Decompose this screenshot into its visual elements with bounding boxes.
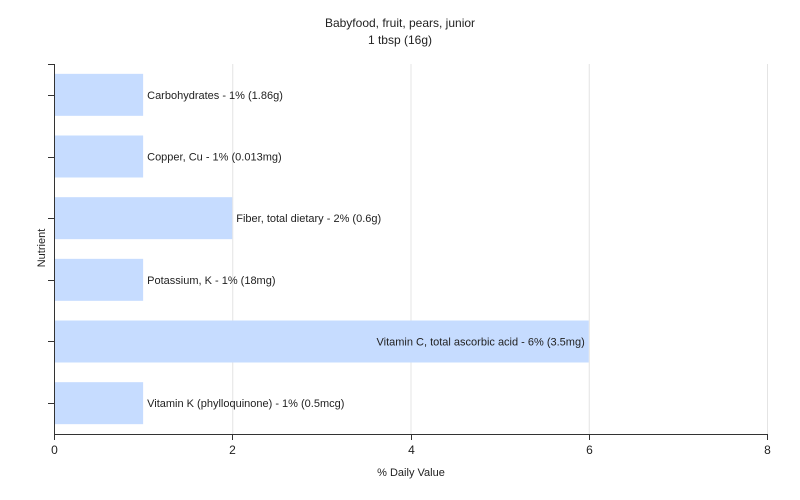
x-tick-label-3: 6 — [586, 443, 593, 457]
x-axis-title: % Daily Value — [377, 467, 445, 479]
bar-4 — [55, 320, 589, 363]
axes: 0 2 4 6 8 — [48, 64, 771, 457]
bar-2 — [55, 197, 233, 240]
x-tick-label-4: 8 — [764, 443, 771, 457]
bar-label-2: Fiber, total dietary - 2% (0.6g) — [236, 213, 381, 225]
bar-5 — [55, 382, 144, 425]
bar-label-1: Copper, Cu - 1% (0.013mg) — [147, 152, 282, 164]
x-tick-label-0: 0 — [51, 443, 58, 457]
bar-1 — [55, 135, 144, 178]
chart-subtitle: 1 tbsp (16g) — [368, 33, 432, 47]
bar-3 — [55, 258, 144, 301]
grid-lines — [232, 64, 768, 434]
bar-label-0: Carbohydrates - 1% (1.86g) — [147, 90, 283, 102]
y-axis-title: Nutrient — [36, 229, 48, 268]
bar-label-4: Vitamin C, total ascorbic acid - 6% (3.5… — [376, 337, 584, 349]
bar-label-3: Potassium, K - 1% (18mg) — [147, 275, 275, 287]
bars: Carbohydrates - 1% (1.86g) Copper, Cu - 1… — [55, 73, 589, 425]
bar-label-5: Vitamin K (phylloquinone) - 1% (0.5mcg) — [147, 398, 344, 410]
x-tick-label-2: 4 — [408, 443, 415, 457]
bar-0 — [55, 73, 144, 116]
x-tick-label-1: 2 — [229, 443, 236, 457]
chart-title: Babyfood, fruit, pears, junior — [325, 16, 475, 30]
